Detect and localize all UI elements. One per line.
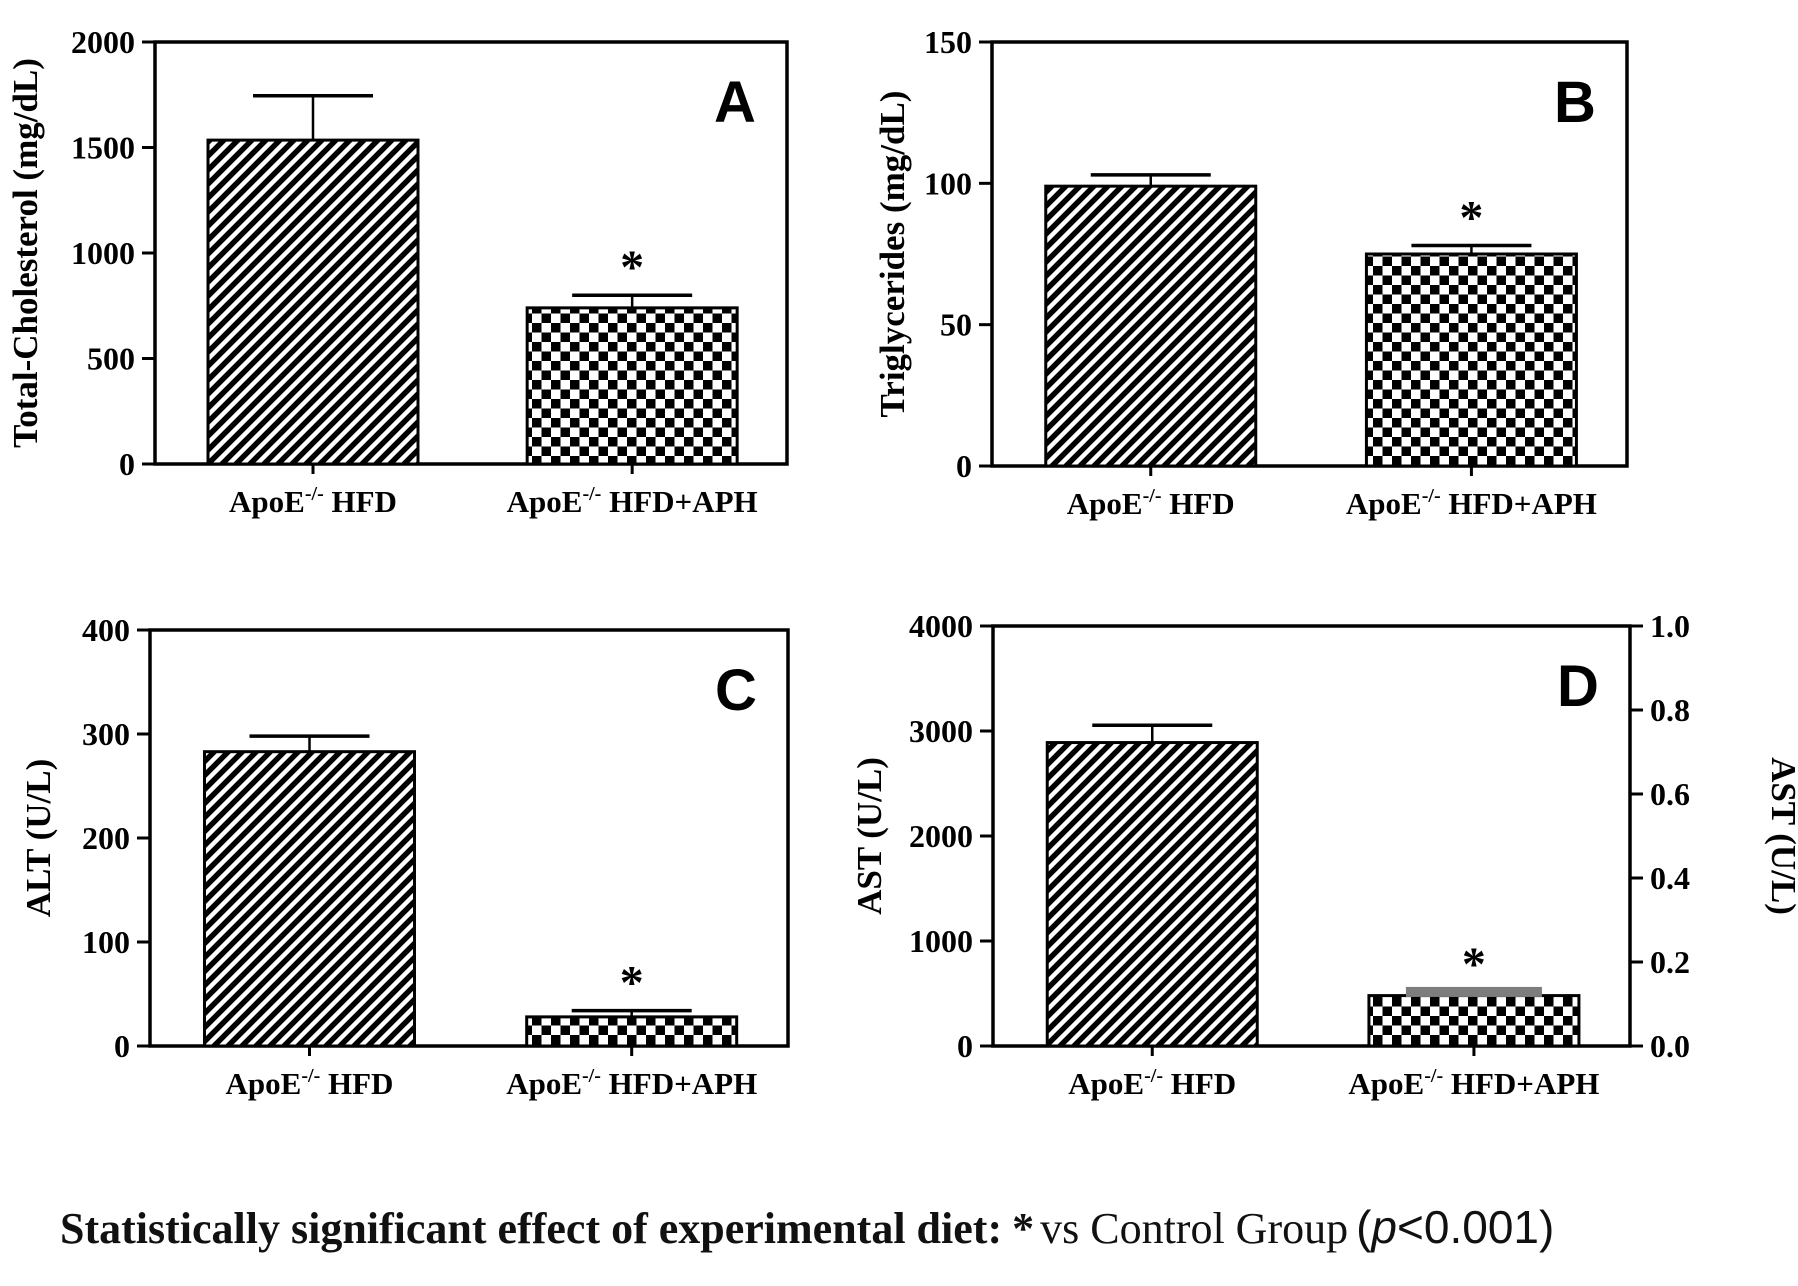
y-tick-label: 1000	[71, 235, 135, 271]
x-category-label: ApoE-/- HFD	[229, 483, 397, 519]
caption-p-value: (p<0.001)	[1348, 1201, 1554, 1253]
x-category-label: ApoE-/- HFD+APH	[1346, 485, 1597, 521]
bar-2	[1366, 254, 1577, 466]
y-tick-label: 0	[114, 1028, 130, 1064]
bar-2	[526, 1016, 737, 1046]
y-tick-label: 3000	[909, 713, 973, 749]
y-axis-title: Total-Cholesterol (mg/dL)	[6, 58, 45, 448]
x-category-label: ApoE-/- HFD+APH	[506, 1065, 757, 1101]
significance-star: *	[620, 957, 644, 1010]
significance-star: *	[620, 241, 644, 294]
y-tick-label: 500	[87, 341, 135, 377]
significance-star: *	[1459, 192, 1483, 245]
caption-normal-text: vs Control Group	[1040, 1204, 1349, 1253]
error-bar-cap-gray	[1405, 986, 1542, 997]
y-tick-label: 0	[119, 446, 135, 482]
y-tick-label: 100	[82, 924, 130, 960]
y-axis-title: ALT (U/L)	[19, 759, 58, 918]
x-category-label: ApoE-/- HFD	[226, 1065, 394, 1101]
panel-C: 0 100 200 300 400 ApoE-/- HFD * ApoE-/- HFD+APH…	[19, 612, 790, 1101]
y-tick-label: 1500	[71, 130, 135, 166]
y-axis-title: AST (U/L)	[850, 757, 889, 915]
panel-letter-B: B	[1554, 70, 1596, 135]
y-tick-label: 50	[940, 307, 972, 343]
panel-letter-C: C	[715, 658, 757, 723]
right-tick-label: 0.2	[1650, 944, 1690, 980]
caption-p-symbol: p	[1371, 1201, 1398, 1253]
bar-2	[1368, 995, 1579, 1046]
right-tick-label: 0.8	[1650, 692, 1690, 728]
right-tick-label: 0.0	[1650, 1028, 1690, 1064]
y-tick-label: 1000	[909, 923, 973, 959]
x-category-label: ApoE-/- HFD+APH	[507, 483, 758, 519]
caption-significance-star: *	[1012, 1204, 1035, 1253]
panel-D: 0 1000 2000 3000 4000 0.0 0.2 0.4 0.6 0.8 1.0 AST (…	[850, 608, 1798, 1101]
caption-p-open: (	[1356, 1201, 1372, 1253]
y-tick-label: 4000	[909, 608, 973, 644]
y-tick-label: 2000	[71, 24, 135, 60]
y-tick-label: 400	[82, 612, 130, 648]
significance-star: *	[1462, 938, 1486, 991]
bar-1	[1047, 742, 1258, 1046]
panel-letter-D: D	[1557, 654, 1599, 719]
figure-caption: Statistically significant effect of expe…	[60, 1200, 1760, 1254]
y-tick-label: 300	[82, 716, 130, 752]
panel-letter-A: A	[714, 70, 756, 135]
panel-A: 0 500 1000 1500 2000 ApoE-/- HFD * ApoE-/- HFD+…	[6, 24, 789, 519]
y-tick-label: 2000	[909, 818, 973, 854]
right-tick-label: 0.4	[1650, 860, 1690, 896]
caption-bold-text: Statistically significant effect of expe…	[60, 1204, 1003, 1253]
y-tick-label: 0	[956, 448, 972, 484]
y-tick-label: 150	[924, 24, 972, 60]
y-tick-label: 100	[924, 165, 972, 201]
x-category-label: ApoE-/- HFD	[1067, 485, 1235, 521]
right-tick-label: 1.0	[1650, 608, 1690, 644]
y-axis-title: Triglycerides (mg/dL)	[873, 91, 912, 418]
x-category-label: ApoE-/- HFD+APH	[1348, 1065, 1599, 1101]
plot-frame	[990, 40, 1629, 468]
right-y-axis-title: AST (U/L)	[1764, 757, 1798, 915]
bar-1	[208, 140, 418, 465]
panel-B: 0 50 100 150 ApoE-/- HFD * ApoE-/- HFD+APH Trig…	[873, 24, 1629, 521]
bar-2	[527, 307, 738, 464]
bar-1	[204, 751, 415, 1046]
bar-1	[1045, 186, 1256, 466]
y-tick-label: 0	[957, 1028, 973, 1064]
y-tick-label: 200	[82, 820, 130, 856]
caption-p-rest: <0.001)	[1397, 1201, 1555, 1253]
x-category-label: ApoE-/- HFD	[1068, 1065, 1236, 1101]
right-tick-label: 0.6	[1650, 776, 1690, 812]
